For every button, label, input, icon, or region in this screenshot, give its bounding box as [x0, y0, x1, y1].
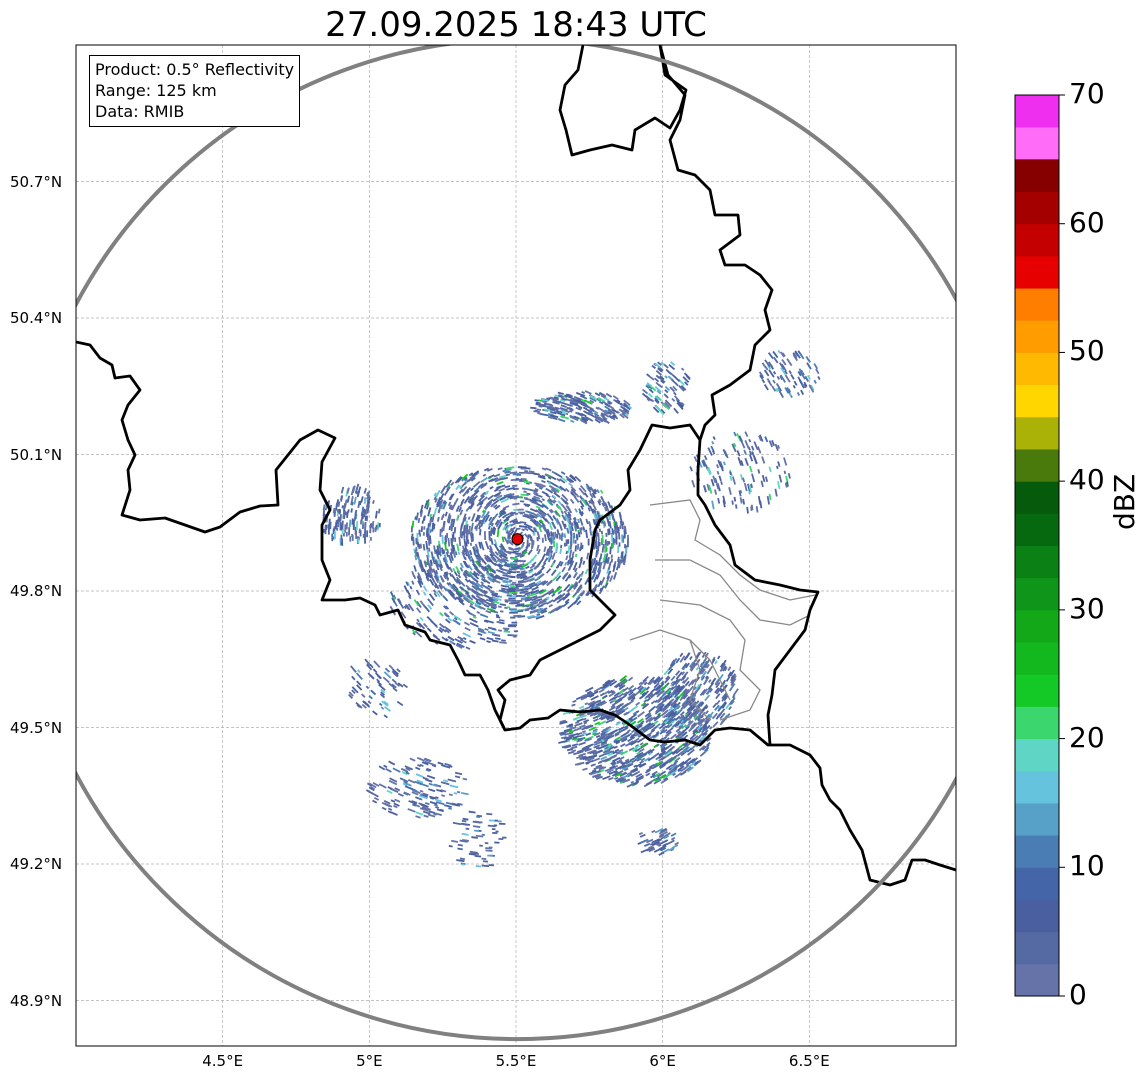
colorbar-tick-label: 30	[1069, 591, 1105, 625]
map-frame	[75, 44, 957, 1047]
colorbar-swatch	[1015, 223, 1059, 257]
lon-tick-label: 6.5°E	[788, 1052, 830, 1070]
colorbar-swatch	[1015, 384, 1059, 418]
colorbar-swatch	[1015, 674, 1059, 707]
lon-tick-label: 4.5°E	[202, 1052, 244, 1070]
colorbar-swatch	[1015, 416, 1059, 450]
national-border	[76, 340, 956, 887]
colorbar-swatch	[1015, 931, 1059, 965]
data-source-label: Data: RMIB	[95, 102, 185, 121]
colorbar-swatch	[1015, 867, 1059, 900]
colorbar-tick-label: 20	[1069, 720, 1105, 754]
radar-site-marker	[511, 533, 524, 546]
colorbar-tick-label: 70	[1069, 77, 1105, 110]
lat-tick-label: 50.4°N	[10, 309, 63, 327]
colorbar-swatch	[1015, 513, 1059, 546]
colorbar-swatch	[1015, 609, 1059, 643]
range-label: Range: 125 km	[95, 81, 217, 100]
lon-tick-label: 5.5°E	[495, 1052, 537, 1070]
colorbar-swatch	[1015, 159, 1059, 193]
colorbar-swatch	[1015, 191, 1059, 225]
colorbar-label: dBZ	[1108, 473, 1141, 530]
colorbar-tick-label: 50	[1069, 334, 1105, 368]
colorbar-swatch	[1015, 545, 1059, 579]
colorbar-swatch	[1015, 802, 1059, 836]
colorbar-swatch	[1015, 288, 1059, 321]
colorbar-tick-label: 40	[1069, 463, 1105, 497]
regional-border	[629, 499, 816, 721]
colorbar-swatch	[1015, 448, 1059, 482]
colorbar-swatch	[1015, 963, 1059, 997]
radar-range-ring	[76, 45, 956, 1041]
colorbar-swatch	[1015, 127, 1059, 160]
colorbar-swatch	[1015, 738, 1059, 772]
colorbar-tick-label: 10	[1069, 849, 1105, 883]
map-title: 27.09.2025 18:43 UTC	[325, 5, 707, 45]
colorbar-swatch	[1015, 899, 1059, 933]
product-label: Product: 0.5° Reflectivity	[95, 60, 295, 79]
colorbar-swatch	[1015, 770, 1059, 804]
colorbar-tick-label: 60	[1069, 205, 1105, 239]
colorbar-swatch	[1015, 255, 1059, 289]
national-border	[496, 45, 820, 746]
colorbar-swatch	[1015, 352, 1059, 386]
colorbar-swatch	[1015, 577, 1059, 611]
lat-tick-label: 49.8°N	[10, 582, 63, 600]
colorbar-tick-marks	[1059, 94, 1065, 997]
colorbar-swatch	[1015, 95, 1059, 128]
product-info-box: Product: 0.5° Reflectivity Range: 125 km…	[89, 55, 301, 127]
colorbar-frame	[1014, 94, 1060, 997]
lon-tick-label: 6°E	[649, 1052, 676, 1070]
lon-tick-label: 5°E	[356, 1052, 383, 1070]
colorbar-swatch	[1015, 835, 1059, 868]
lat-tick-label: 49.5°N	[10, 718, 63, 737]
lat-tick-label: 49.2°N	[10, 855, 63, 873]
colorbar	[1015, 95, 1059, 997]
colorbar-swatch	[1015, 320, 1059, 353]
colorbar-tick-label: 0	[1069, 978, 1087, 1011]
colorbar-swatch	[1015, 481, 1059, 514]
lat-tick-label: 50.1°N	[10, 445, 63, 464]
colorbar-swatch	[1015, 642, 1059, 675]
colorbar-swatch	[1015, 706, 1059, 740]
lat-tick-label: 50.7°N	[10, 172, 63, 191]
lat-tick-label: 48.9°N	[10, 991, 63, 1010]
